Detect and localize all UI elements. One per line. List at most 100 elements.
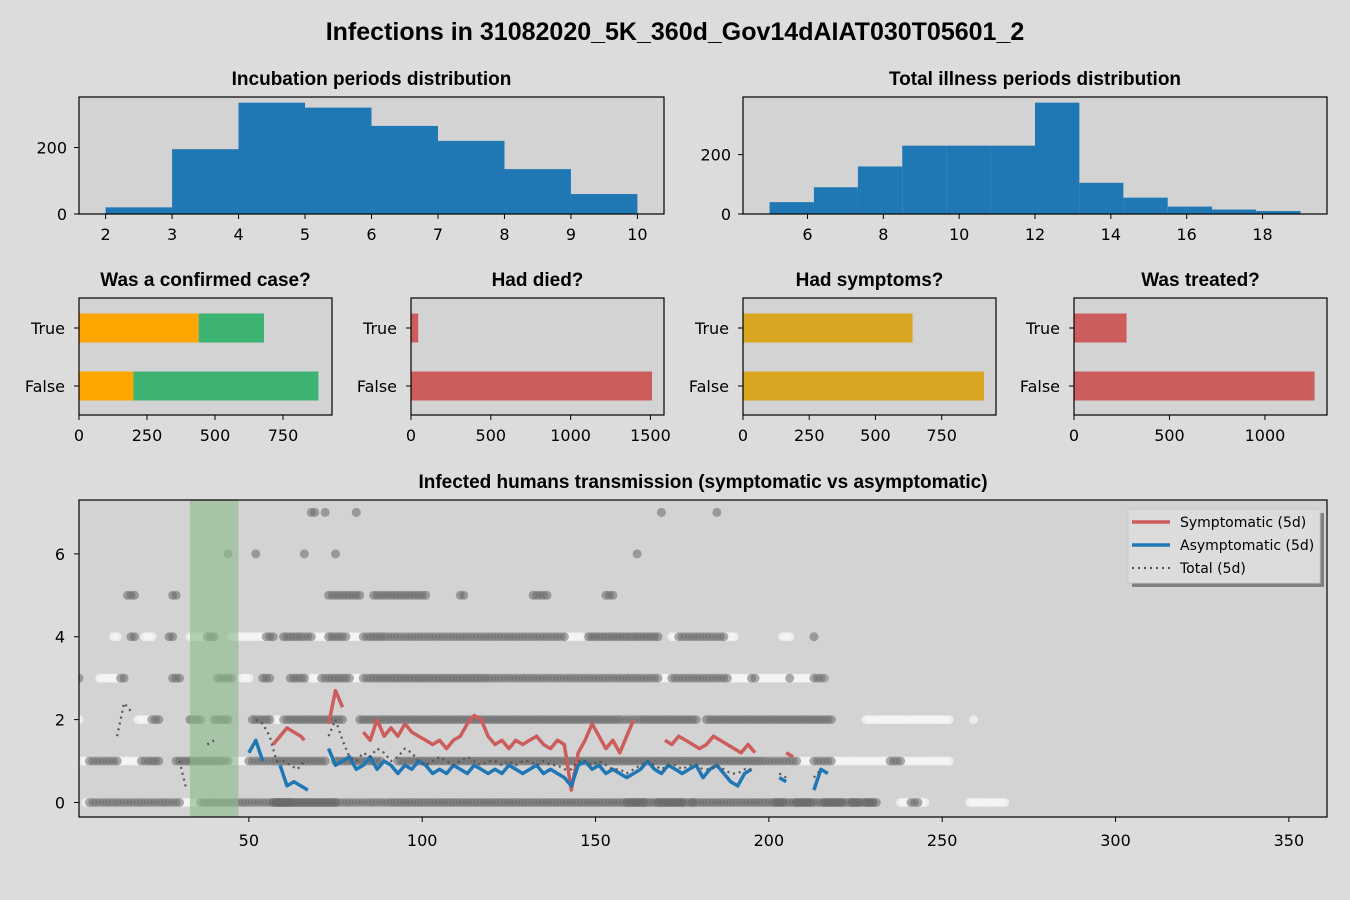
illness-bar	[1123, 197, 1168, 214]
transmission-legend-label: Symptomatic (5d)	[1180, 515, 1306, 531]
confirmed-panel: True False 0 250 500 750 Was a confirmed case?	[25, 270, 333, 445]
transmission-panel: 50 100 150 200 250 300 350 0 2 4 6 Infected humans …	[55, 472, 1328, 850]
transmission-xtick-label: 250	[927, 831, 958, 850]
transmission-point-light	[944, 756, 954, 766]
confirmed-xtick-label: 0	[74, 426, 84, 445]
treated-axes-frame	[1073, 297, 1328, 416]
confirmed-title: Was a confirmed case?	[100, 270, 310, 291]
transmission-point-dark	[268, 632, 278, 642]
confirmed-bar	[79, 371, 134, 401]
treated-bar	[1074, 313, 1127, 343]
illness-panel: 6 8 10 12 14 16 18 0 200 Total illness periods di…	[700, 69, 1328, 244]
illness-xtick-label: 12	[1025, 225, 1045, 244]
transmission-point-light	[112, 632, 122, 642]
incubation-xtick-label: 9	[566, 225, 576, 244]
incubation-ytick-label: 0	[57, 205, 67, 224]
incubation-xtick-label: 5	[300, 225, 310, 244]
transmission-xtick-label: 200	[754, 831, 785, 850]
transmission-point-dark	[265, 715, 275, 725]
died-bar	[411, 371, 653, 401]
transmission-point-dark	[421, 590, 431, 600]
transmission-point-dark	[299, 673, 309, 683]
confirmed-axes-frame	[78, 297, 333, 416]
transmission-point-dark	[809, 632, 819, 642]
transmission-point-dark	[722, 673, 732, 683]
died-xtick-label: 0	[406, 426, 416, 445]
confirmed-xtick-label: 500	[200, 426, 231, 445]
incubation-xtick-label: 3	[167, 225, 177, 244]
illness-bar	[902, 145, 947, 214]
illness-bar	[857, 166, 903, 214]
transmission-xtick-label: 150	[580, 831, 611, 850]
transmission-ytick-label: 0	[55, 793, 65, 812]
symptoms-ytick-label: False	[689, 377, 729, 396]
transmission-point-dark	[854, 797, 864, 807]
confirmed-xtick-label: 250	[132, 426, 163, 445]
transmission-xtick-label: 350	[1274, 831, 1305, 850]
died-panel: True False 0 500 1000 1500 Had died?	[357, 270, 671, 445]
transmission-point-dark	[459, 590, 469, 600]
transmission-point-dark	[632, 549, 642, 559]
transmission-point-dark	[320, 507, 330, 517]
confirmed-ytick-label: True	[30, 319, 65, 338]
transmission-point-light	[244, 673, 254, 683]
died-xtick-label: 1000	[550, 426, 591, 445]
transmission-point-dark	[251, 549, 261, 559]
transmission-point-dark	[819, 673, 829, 683]
transmission-point-dark	[719, 632, 729, 642]
transmission-point-dark	[171, 590, 181, 600]
incubation-xtick-label: 7	[433, 225, 443, 244]
confirmed-bar	[79, 313, 199, 343]
illness-xtick-label: 6	[802, 225, 812, 244]
incubation-title: Incubation periods distribution	[232, 69, 512, 90]
transmission-point-dark	[154, 756, 164, 766]
transmission-xtick-label: 300	[1100, 831, 1131, 850]
symptoms-axes-frame	[742, 297, 997, 416]
illness-bar	[946, 145, 991, 214]
transmission-point-dark	[344, 673, 354, 683]
illness-xtick-label: 14	[1101, 225, 1121, 244]
incubation-ytick-label: 200	[36, 139, 67, 158]
incubation-bar	[172, 149, 239, 214]
transmission-point-dark	[871, 797, 881, 807]
incubation-bar	[437, 140, 505, 214]
transmission-point-light	[147, 632, 157, 642]
illness-bar	[1212, 209, 1257, 214]
died-ytick-label: True	[362, 319, 397, 338]
incubation-xtick-label: 6	[366, 225, 376, 244]
incubation-panel: 2 3 4 5 6 7 8 9 10 0 200 Incubation periods distrib…	[36, 69, 665, 244]
transmission-point-dark	[559, 632, 569, 642]
symptoms-title: Had symptoms?	[796, 270, 944, 291]
transmission-point-light	[577, 632, 587, 642]
transmission-legend-label: Asymptomatic (5d)	[1180, 538, 1314, 554]
transmission-point-dark	[79, 673, 84, 683]
transmission-point-dark	[310, 507, 320, 517]
transmission-point-dark	[805, 797, 815, 807]
illness-bar	[769, 202, 814, 214]
died-xtick-label: 500	[476, 426, 507, 445]
transmission-point-dark	[712, 507, 722, 517]
confirmed-bar	[198, 313, 264, 343]
illness-bar	[990, 145, 1035, 214]
transmission-point-dark	[299, 549, 309, 559]
transmission-point-dark	[677, 797, 687, 807]
transmission-point-light	[920, 797, 930, 807]
transmission-point-dark	[341, 632, 351, 642]
transmission-point-dark	[639, 797, 649, 807]
transmission-ytick-label: 2	[55, 711, 65, 730]
transmission-plot-area	[79, 500, 1010, 817]
treated-xtick-label: 500	[1154, 426, 1185, 445]
symptoms-panel: True False 0 250 500 750 Had symptoms?	[689, 270, 997, 445]
illness-xtick-label: 10	[949, 225, 969, 244]
transmission-point-dark	[119, 673, 129, 683]
transmission-point-dark	[154, 715, 164, 725]
illness-bar	[1256, 211, 1301, 214]
transmission-point-dark	[826, 756, 836, 766]
transmission-point-dark	[653, 673, 663, 683]
symptoms-xtick-label: 250	[794, 426, 825, 445]
transmission-point-dark	[168, 632, 178, 642]
transmission-point-dark	[691, 715, 701, 725]
transmission-point-dark	[320, 756, 330, 766]
transmission-point-dark	[175, 673, 185, 683]
